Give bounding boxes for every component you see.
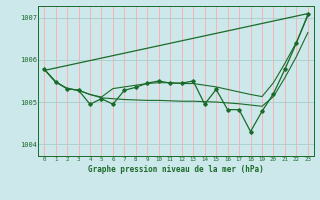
X-axis label: Graphe pression niveau de la mer (hPa): Graphe pression niveau de la mer (hPa)	[88, 165, 264, 174]
